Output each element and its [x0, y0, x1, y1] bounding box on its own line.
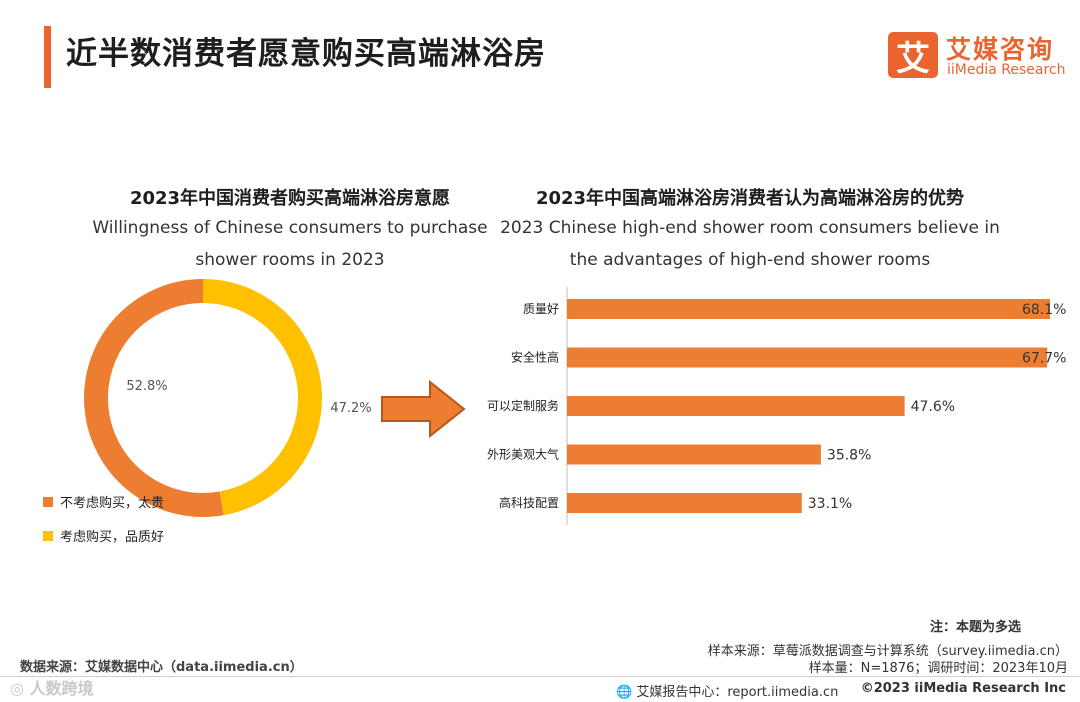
bar-category-label: 外形美观大气 [487, 447, 559, 462]
bar-value-label: 67.7% [1022, 351, 1066, 367]
footer-copyright: ©2023 iiMedia Research Inc [860, 681, 1066, 696]
donut-subtitle-line1: Willingness of Chinese consumers to purc… [92, 218, 488, 238]
donut-chart-subtitle: Willingness of Chinese consumers to purc… [40, 212, 540, 276]
watermark: ◎ 人数跨境 [10, 675, 94, 699]
note-multi-select: 注：本题为多选 [930, 620, 1022, 635]
legend-label-buying: 考虑购买，品质好 [60, 529, 164, 545]
footer-report-center-text: 艾媒报告中心：report.iimedia.cn [636, 685, 839, 700]
bar-chart-subtitle: 2023 Chinese high-end shower room consum… [470, 212, 1030, 276]
footer-report-center: 🌐 艾媒报告中心：report.iimedia.cn [616, 681, 838, 700]
logo-text-cn: 艾媒咨询 [946, 35, 1055, 64]
logo-mark: 艾 [888, 32, 938, 79]
bar-category-label: 安全性高 [511, 350, 559, 365]
bar-subtitle-line2: the advantages of high-end shower rooms [569, 250, 931, 270]
watermark-icon: ◎ [10, 679, 24, 698]
logo-text-en: iiMedia Research [947, 62, 1066, 78]
page-title: 近半数消费者愿意购买高端淋浴房 [66, 36, 546, 72]
bar-category-label: 质量好 [523, 302, 559, 316]
bar-value-label: 68.1% [1022, 302, 1066, 318]
bar-category-label: 可以定制服务 [487, 398, 559, 413]
watermark-text: 人数跨境 [29, 679, 94, 698]
bar-value-label: 33.1% [808, 496, 852, 512]
donut-slice-not-buying [84, 279, 224, 517]
bar-chart-title: 2023年中国高端淋浴房消费者认为高端淋浴房的优势 [535, 188, 965, 209]
bar-value-label: 35.8% [827, 448, 871, 464]
donut-value-label-not-buying: 52.8% [126, 379, 167, 394]
bar-category-label: 高科技配置 [499, 495, 559, 510]
arrow-right-icon [381, 379, 466, 439]
donut-chart-title: 2023年中国消费者购买高端淋浴房意愿 [129, 188, 451, 209]
bar-chart: 质量好 68.1% 安全性高 67.7% 可以定制服务 47.6% 外形美观大气 35.8% 高… [487, 287, 1066, 525]
donut-value-label-buying: 47.2% [330, 401, 371, 416]
footer-divider [0, 676, 1080, 677]
bar [567, 444, 821, 465]
bar [567, 299, 1050, 319]
legend-swatch-buying [43, 531, 53, 541]
bar-value-label: 47.6% [911, 399, 955, 415]
note-sample-size: 样本量：N=1876；调研时间：2023年10月 [808, 661, 1068, 676]
note-data-source: 数据来源：艾媒数据中心（data.iimedia.cn） [20, 660, 303, 675]
legend-swatch-not-buying [43, 497, 53, 507]
globe-icon: 🌐 [616, 685, 633, 700]
donut-slice-buying [202, 279, 322, 516]
bar [567, 493, 802, 513]
title-accent-bar [44, 26, 51, 88]
bar-subtitle-line1: 2023 Chinese high-end shower room consum… [500, 218, 1000, 238]
bar [567, 347, 1048, 368]
legend-label-not-buying: 不考虑购买，太贵 [60, 495, 164, 511]
note-sample-source: 样本来源：草莓派数据调查与计算系统（survey.iimedia.cn） [707, 644, 1068, 659]
donut-chart: 52.8% 47.2% 不考虑购买，太贵 考虑购买，品质好 [43, 279, 372, 545]
donut-subtitle-line2: shower rooms in 2023 [195, 250, 385, 270]
bar [567, 396, 905, 416]
